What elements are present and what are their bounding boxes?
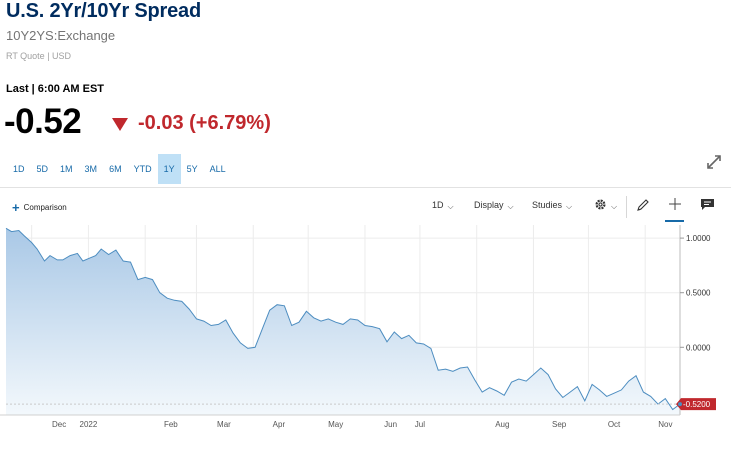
x-tick-label: Jul bbox=[415, 420, 425, 429]
range-5y[interactable]: 5Y bbox=[186, 164, 198, 174]
x-tick-label: 2022 bbox=[80, 420, 98, 429]
chevron-down-icon: ⌵ bbox=[611, 201, 618, 211]
range-1d[interactable]: 1D bbox=[13, 164, 25, 174]
price-change: -0.03 (+6.79%) bbox=[112, 112, 271, 135]
x-tick-label: Oct bbox=[608, 420, 621, 429]
range-1m[interactable]: 1M bbox=[60, 164, 73, 174]
last-price: -0.52 bbox=[4, 102, 82, 141]
studies-label: Studies bbox=[532, 200, 563, 210]
range-selector: 1D 5D 1M 3M 6M YTD 1Y 5Y ALL bbox=[7, 154, 232, 184]
range-3m[interactable]: 3M bbox=[84, 164, 98, 174]
down-arrow-icon bbox=[112, 117, 128, 131]
chevron-down-icon: ⌵ bbox=[566, 202, 573, 211]
expand-icon[interactable] bbox=[705, 153, 723, 171]
x-tick-label: Dec bbox=[52, 420, 66, 429]
range-1y[interactable]: 1Y bbox=[157, 154, 181, 184]
x-tick-label: Feb bbox=[164, 420, 178, 429]
y-tick-label: 1.0000 bbox=[686, 234, 711, 243]
range-all[interactable]: ALL bbox=[209, 164, 226, 174]
interval-label: 1D bbox=[432, 200, 444, 210]
gear-icon bbox=[595, 199, 606, 210]
comparison-label: Comparison bbox=[23, 203, 67, 212]
plus-icon: + bbox=[12, 199, 20, 215]
range-6m[interactable]: 6M bbox=[109, 164, 122, 174]
chart-toolbar: + Comparison 1D ⌵ Display ⌵ Studies ⌵ ⌵ bbox=[0, 187, 731, 222]
x-tick-label: Nov bbox=[658, 420, 672, 429]
instrument-title: U.S. 2Yr/10Yr Spread bbox=[6, 0, 201, 22]
series-area bbox=[6, 228, 680, 415]
y-tick-label: 0.5000 bbox=[686, 289, 711, 298]
range-ytd[interactable]: YTD bbox=[133, 164, 152, 174]
annotation-icon[interactable] bbox=[700, 198, 715, 212]
chevron-down-icon: ⌵ bbox=[447, 202, 454, 211]
interval-dropdown[interactable]: 1D ⌵ bbox=[432, 200, 454, 211]
studies-dropdown[interactable]: Studies ⌵ bbox=[532, 200, 573, 211]
x-tick-label: Jun bbox=[384, 420, 397, 429]
y-axis: 1.0000 0.5000 0.0000 bbox=[680, 234, 711, 352]
price-change-value: -0.03 (+6.79%) bbox=[138, 112, 271, 134]
x-tick-label: May bbox=[328, 420, 343, 429]
crosshair-icon[interactable] bbox=[668, 197, 682, 211]
pencil-icon[interactable] bbox=[636, 198, 650, 212]
x-tick-label: Sep bbox=[552, 420, 567, 429]
comparison-button[interactable]: + Comparison bbox=[12, 199, 67, 215]
display-dropdown[interactable]: Display ⌵ bbox=[474, 200, 514, 211]
last-value-badge-label: -0.5200 bbox=[683, 400, 711, 409]
x-axis: Dec 2022 Feb Mar Apr May Jun Jul Aug Sep Oct Nov bbox=[52, 420, 672, 429]
series-line bbox=[5, 227, 681, 411]
x-tick-label: Apr bbox=[273, 420, 286, 429]
range-5d[interactable]: 5D bbox=[36, 164, 49, 174]
chart-area[interactable]: Dec 2022 Feb Mar Apr May Jun Jul Aug Sep Oct Nov 1.… bbox=[0, 221, 737, 451]
last-value-badge-shape bbox=[676, 398, 716, 411]
display-label: Display bbox=[474, 200, 504, 210]
y-tick-label: 0.0000 bbox=[686, 343, 711, 352]
crosshair-active-indicator bbox=[665, 220, 684, 222]
last-time-label: Last | 6:00 AM EST bbox=[6, 83, 105, 95]
last-value-badge: -0.5200 bbox=[676, 398, 716, 411]
x-tick-label: Aug bbox=[495, 420, 509, 429]
chevron-down-icon: ⌵ bbox=[507, 202, 514, 211]
toolbar-divider bbox=[626, 196, 627, 218]
settings-dropdown[interactable]: ⌵ bbox=[594, 198, 617, 211]
x-tick-label: Mar bbox=[217, 420, 231, 429]
instrument-symbol: 10Y2YS:Exchange bbox=[6, 28, 116, 43]
last-value-point bbox=[678, 402, 682, 407]
quote-subinfo: RT Quote | USD bbox=[6, 51, 72, 61]
